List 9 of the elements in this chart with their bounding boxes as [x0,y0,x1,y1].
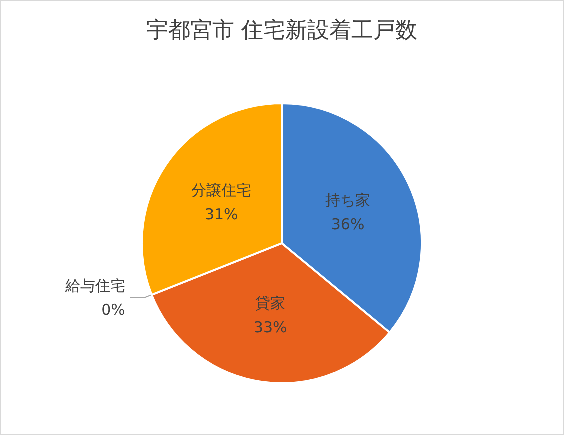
data-label: 31% [204,205,238,224]
slice-label: 持ち家 [326,191,371,210]
data-label: 36% [331,215,365,234]
text: 0% [102,300,126,319]
data-label: 33% [254,318,288,337]
chart-title: 宇都宮市 住宅新設着工戸数 [146,18,418,44]
slice-label: 分譲住宅 [192,181,252,200]
category-label: 給与住宅 [65,276,126,295]
slice-label: 貸家 [256,294,286,313]
